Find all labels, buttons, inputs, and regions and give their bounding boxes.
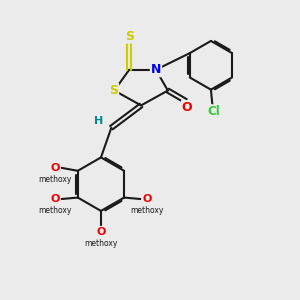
Text: methoxy: methoxy (130, 206, 164, 215)
Text: O: O (96, 227, 106, 237)
Text: methoxy: methoxy (38, 175, 72, 184)
Text: O: O (50, 163, 60, 173)
Text: O: O (50, 194, 60, 204)
Text: N: N (151, 63, 161, 76)
Text: methoxy: methoxy (84, 239, 118, 248)
Text: methoxy: methoxy (38, 206, 72, 215)
Text: Cl: Cl (208, 105, 220, 118)
Text: H: H (94, 116, 104, 126)
Text: O: O (182, 101, 193, 114)
Text: O: O (142, 194, 152, 204)
Text: S: S (109, 84, 118, 97)
Text: S: S (125, 30, 134, 43)
